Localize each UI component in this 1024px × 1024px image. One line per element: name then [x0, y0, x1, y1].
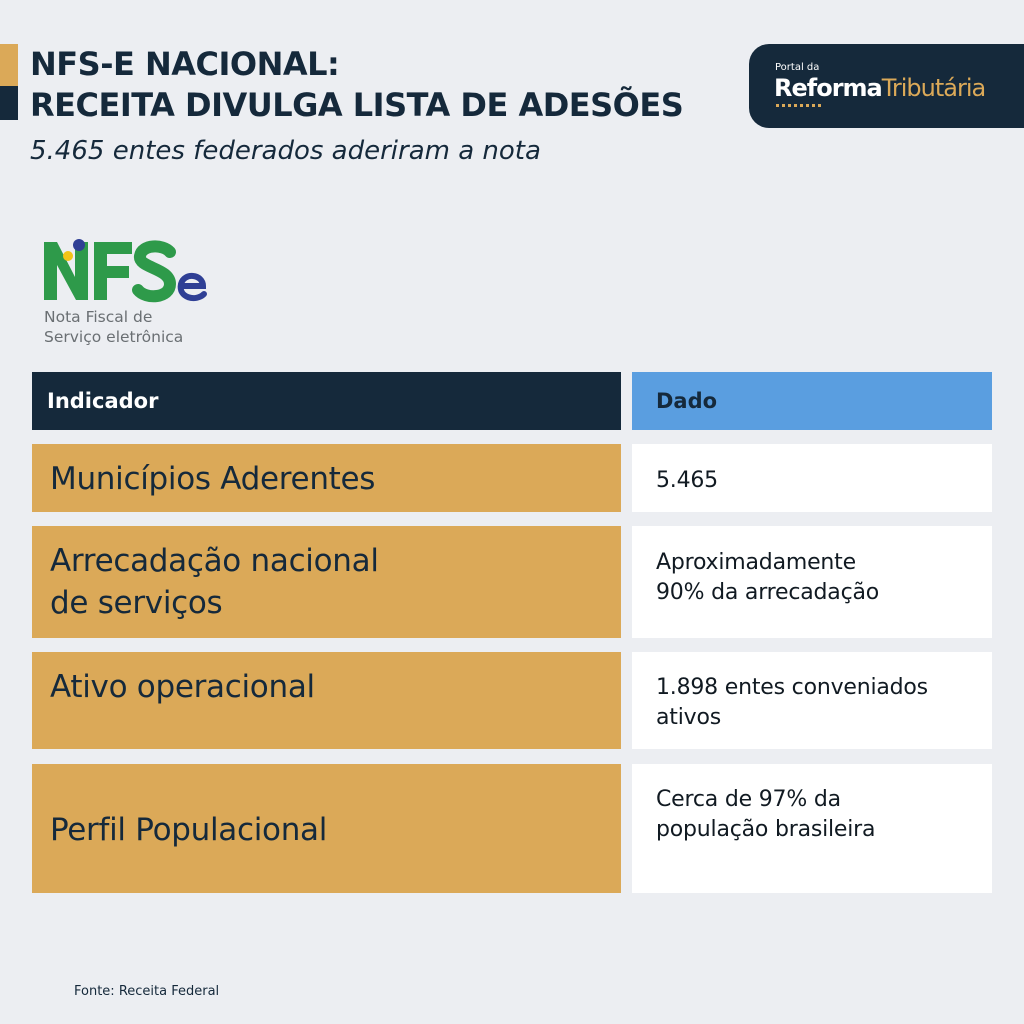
table-header-data: Dado	[632, 372, 992, 430]
page-subtitle: 5.465 entes federados aderiram a nota	[30, 136, 541, 166]
indicator-line: de serviços	[50, 585, 223, 621]
portal-logo-badge	[749, 44, 1024, 128]
page-title: NFS-E NACIONAL: RECEITA DIVULGA LISTA DE…	[30, 44, 684, 126]
nfse-logo-wordmark	[44, 239, 207, 303]
table-header-indicator: Indicador	[32, 372, 621, 430]
nfse-logo-letter-n	[44, 242, 88, 300]
nfse-caption-line-2: Serviço eletrônica	[44, 328, 184, 346]
value-text: Aproximadamente 90% da arrecadação	[656, 548, 879, 608]
table-row-4-value: Cerca de 97% da população brasileira	[632, 764, 992, 893]
indicator-line: Ativo operacional	[50, 669, 315, 705]
table-row-2-value: Aproximadamente 90% da arrecadação	[632, 526, 992, 638]
value-line: ativos	[656, 705, 721, 730]
table-row-3-value: 1.898 entes conveniados ativos	[632, 652, 992, 749]
nfse-logo-letter-f	[94, 242, 132, 300]
indicator-text: Arrecadação nacional de serviços	[50, 540, 379, 624]
table-row-2-indicator: Arrecadação nacional de serviços	[32, 526, 621, 638]
value-text: 5.465	[656, 466, 718, 496]
source-note: Fonte: Receita Federal	[74, 984, 220, 999]
indicator-text: Ativo operacional	[50, 666, 315, 708]
table-row-1-value: 5.465	[632, 444, 992, 512]
indicator-line: Municípios Aderentes	[50, 461, 376, 497]
table-row-3-indicator: Ativo operacional	[32, 652, 621, 749]
nfse-logo-dot-yellow	[63, 251, 73, 261]
page-title-line-1: NFS-E NACIONAL:	[30, 45, 340, 83]
value-text: 1.898 entes conveniados ativos	[656, 673, 928, 733]
value-text: Cerca de 97% da população brasileira	[656, 785, 876, 845]
table-header-indicator-label: Indicador	[47, 389, 159, 413]
nfse-logo-letter-e	[177, 273, 207, 302]
indicator-text: Perfil Populacional	[50, 809, 327, 851]
indicator-line: Arrecadação nacional	[50, 543, 379, 579]
value-line: população brasileira	[656, 817, 876, 842]
title-accent-navy	[0, 86, 18, 120]
nfse-logo	[44, 239, 207, 303]
page-title-line-2: RECEITA DIVULGA LISTA DE ADESÕES	[30, 86, 684, 124]
indicator-text: Municípios Aderentes	[50, 458, 375, 500]
nfse-caption-line-1: Nota Fiscal de	[44, 308, 153, 326]
table-row-4-indicator: Perfil Populacional	[32, 764, 621, 893]
table-header-data-label: Dado	[656, 389, 718, 413]
value-line: 1.898 entes conveniados	[656, 675, 928, 700]
portal-logo-dots	[776, 104, 824, 107]
title-accent-gold	[0, 44, 18, 86]
value-line: Cerca de 97% da	[656, 787, 841, 812]
indicator-line: Perfil Populacional	[50, 812, 328, 848]
table-row-1-indicator: Municípios Aderentes	[32, 444, 621, 512]
value-line: 90% da arrecadação	[656, 580, 880, 605]
nfse-logo-dot-blue	[73, 239, 85, 251]
portal-logo-wordmark: ReformaTributária	[774, 74, 986, 102]
portal-logo-small-text: Portal da	[775, 62, 820, 73]
value-line: 5.465	[656, 468, 718, 493]
portal-logo-word-1: Reforma	[774, 74, 883, 102]
nfse-logo-letter-s	[132, 240, 177, 303]
nfse-logo-caption: Nota Fiscal de Serviço eletrônica	[44, 307, 183, 347]
portal-logo-word-2: Tributária	[881, 74, 986, 102]
value-line: Aproximadamente	[656, 550, 856, 575]
